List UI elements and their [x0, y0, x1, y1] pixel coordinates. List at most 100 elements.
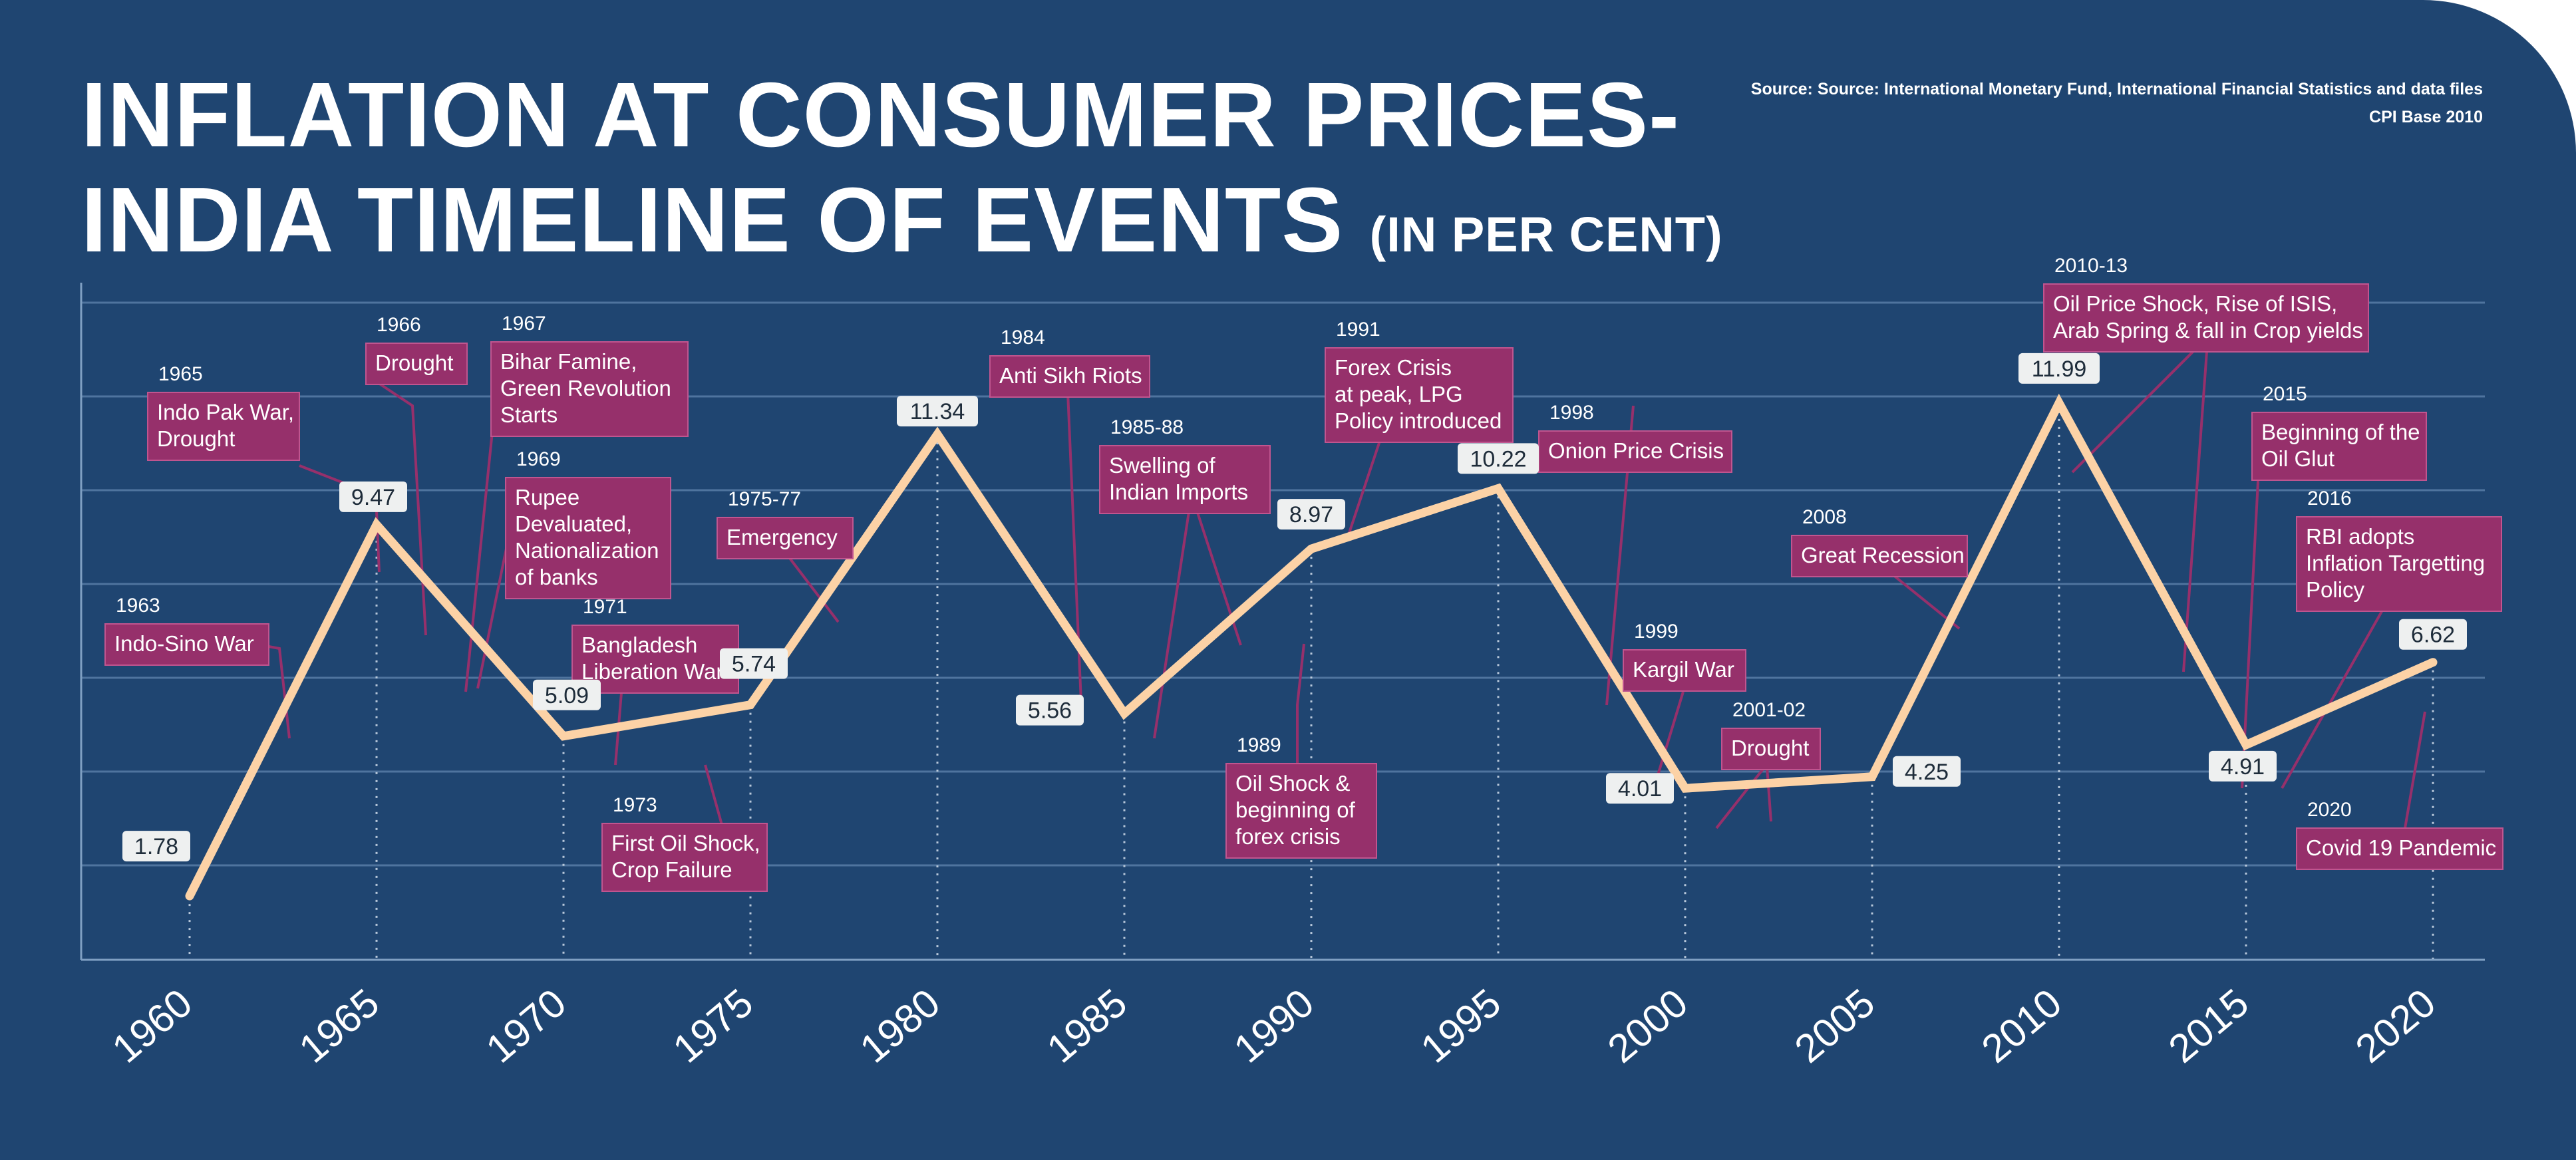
value-label-1980: 11.34 — [910, 399, 965, 424]
x-tick-1995: 1995 — [1412, 980, 1509, 1072]
event-label-12-0: Onion Price Crisis — [1548, 438, 1724, 463]
event-label-16-1: Arab Spring & fall in Crop yields — [2053, 318, 2363, 343]
event-box-9 — [1099, 445, 1271, 514]
event-label-19-0: Covid 19 Pandemic — [2306, 835, 2496, 860]
event-label-17-1: Oil Glut — [2261, 446, 2334, 471]
x-tick-1980: 1980 — [852, 980, 948, 1072]
value-box-1980 — [897, 396, 978, 427]
event-label-9-1: Indian Imports — [1109, 480, 1248, 504]
value-box-1985 — [1016, 694, 1084, 726]
event-box-10 — [1225, 763, 1377, 859]
event-box-19 — [2296, 827, 2503, 870]
value-label-2020: 6.62 — [2411, 623, 2455, 648]
event-leader-15 — [1715, 764, 1768, 829]
x-tick-2005: 2005 — [1786, 980, 1883, 1072]
value-box-1970 — [533, 679, 601, 710]
event-label-3-0: Bihar Famine, — [500, 349, 637, 374]
event-box-4 — [505, 477, 671, 599]
event-label-0-0: Indo-Sino War — [114, 631, 254, 656]
event-leader-2 — [371, 378, 427, 636]
event-label-8-0: Anti Sikh Riots — [999, 363, 1142, 388]
event-label-9-0: Swelling of — [1109, 453, 1215, 478]
event-box-11 — [1325, 347, 1514, 443]
x-tick-1960: 1960 — [104, 980, 200, 1072]
value-label-2010: 11.99 — [2032, 357, 2087, 382]
event-year-12: 1998 — [1549, 402, 1594, 424]
x-tick-2020: 2020 — [2347, 980, 2444, 1072]
event-year-11: 1991 — [1336, 319, 1380, 341]
event-leader-8 — [1066, 392, 1082, 702]
inflation-series — [185, 393, 2438, 901]
event-year-4: 1969 — [516, 448, 561, 470]
event-label-18-0: RBI adopts — [2306, 524, 2414, 549]
event-box-2 — [365, 343, 468, 385]
value-label-1970: 5.09 — [545, 683, 589, 708]
value-label-2000: 4.01 — [1618, 776, 1662, 801]
event-label-10-1: beginning of — [1235, 798, 1356, 822]
event-label-3-2: Starts — [500, 402, 558, 427]
title-text-1: INFLATION AT CONSUMER PRICES- — [81, 64, 1681, 166]
event-year-8: 1984 — [1001, 327, 1045, 349]
event-leader-6 — [704, 764, 723, 825]
value-box-1995 — [1458, 443, 1539, 474]
x-tick-labels: 1960 1965 1970 1975 1980 1985 1990 1995 2000 2005… — [104, 980, 2444, 1072]
chart-title-line-1: INFLATION AT CONSUMER PRICES- — [81, 69, 1680, 161]
x-tick-1970: 1970 — [478, 980, 574, 1072]
event-year-18: 2016 — [2307, 488, 2352, 509]
event-leader-11 — [1296, 643, 1305, 764]
event-box-3 — [490, 341, 689, 437]
event-year-2: 1966 — [377, 314, 421, 336]
event-label-4-0: Rupee — [515, 485, 579, 509]
event-box-6 — [601, 823, 768, 892]
x-tick-2015: 2015 — [2160, 980, 2257, 1072]
value-box-1960 — [122, 831, 190, 862]
event-label-5-0: Bangladesh — [581, 633, 697, 657]
series-line-inflation — [185, 393, 2438, 901]
event-leader-4 — [476, 545, 508, 689]
axes — [80, 283, 2485, 961]
value-box-2010 — [2018, 353, 2100, 384]
event-label-11-0: Forex Crisis — [1335, 355, 1452, 380]
event-leader-18 — [2071, 338, 2207, 474]
event-box-8 — [989, 355, 1150, 398]
x-tick-2010: 2010 — [1973, 980, 2070, 1072]
x-tick-2000: 2000 — [1599, 980, 1696, 1072]
title-text-2: INDIA TIMELINE OF EVENTS — [81, 169, 1344, 271]
event-label-14-0: Drought — [1731, 736, 1809, 760]
event-label-18-2: Policy — [2306, 577, 2365, 602]
event-label-18-1: Inflation Targetting — [2306, 551, 2485, 575]
value-label-1960: 1.78 — [134, 834, 178, 859]
value-label-1975: 5.74 — [732, 652, 776, 677]
event-year-7: 1975-77 — [728, 488, 801, 510]
event-label-6-0: First Oil Shock, — [611, 831, 760, 855]
event-year-6: 1973 — [613, 794, 657, 816]
event-label-11-1: at peak, LPG — [1335, 382, 1463, 406]
event-label-1-0: Indo Pak War, — [157, 400, 294, 424]
event-box-7 — [717, 517, 854, 559]
event-year-3: 1967 — [502, 313, 546, 335]
value-box-1965 — [339, 481, 407, 512]
event-year-16: 2010-13 — [2054, 255, 2128, 277]
value-box-2000 — [1606, 773, 1674, 804]
event-box-14 — [1721, 728, 1821, 770]
event-label-6-1: Crop Failure — [611, 857, 732, 882]
event-year-5: 1971 — [583, 596, 627, 618]
value-box-1975 — [720, 648, 788, 679]
event-year-10: 1989 — [1237, 734, 1281, 756]
value-label-1965: 9.47 — [351, 485, 395, 510]
event-label-16-0: Oil Price Shock, Rise of ISIS, — [2053, 291, 2337, 316]
event-label-4-3: of banks — [515, 565, 598, 589]
x-tick-1975: 1975 — [665, 980, 761, 1072]
event-box-16 — [2043, 283, 2369, 353]
event-leader-14 — [1657, 691, 1685, 776]
event-year-14: 2001-02 — [1732, 699, 1806, 721]
event-year-0: 1963 — [116, 595, 160, 617]
event-box-17 — [2251, 412, 2427, 481]
value-label-2005: 4.25 — [1905, 760, 1949, 785]
event-leader-9 — [1153, 498, 1192, 739]
event-label-17-0: Beginning of the — [2261, 420, 2420, 444]
event-label-2-0: Drought — [375, 351, 453, 375]
